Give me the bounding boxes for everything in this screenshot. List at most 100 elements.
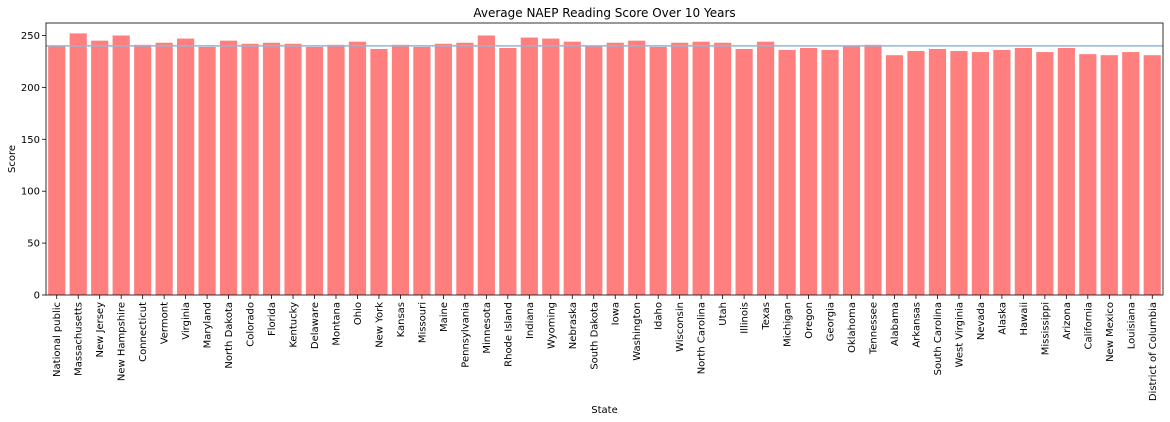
bar — [477, 35, 495, 296]
x-tick-label: District of Columbia — [1148, 302, 1159, 401]
bar — [971, 52, 990, 296]
bar — [305, 46, 324, 295]
x-tick-label: Minnesota — [482, 302, 493, 354]
bar — [327, 44, 345, 295]
x-tick-label: Maine — [439, 302, 450, 332]
x-tick-label: Virginia — [181, 302, 192, 340]
bar — [950, 51, 968, 295]
x-tick-label: Kentucky — [289, 302, 300, 348]
x-tick-label: North Carolina — [697, 302, 708, 374]
bar — [177, 38, 195, 296]
x-tick-label: Wisconsin — [675, 302, 686, 352]
x-tick-label: Oregon — [804, 302, 815, 339]
bar — [48, 45, 66, 296]
y-tick-label: 150 — [21, 135, 40, 146]
bar — [671, 42, 689, 295]
x-tick-label: Washington — [632, 302, 643, 361]
x-tick-label: New Mexico — [1105, 302, 1116, 362]
x-tick-label: West Virginia — [954, 302, 965, 367]
x-tick-label: New Jersey — [95, 302, 106, 358]
bar — [434, 43, 452, 295]
x-tick-label: Oklahoma — [847, 302, 858, 353]
bar — [757, 41, 775, 295]
y-tick-label: 0 — [34, 291, 40, 302]
bar — [1014, 47, 1032, 295]
x-tick-label: Illinois — [740, 302, 751, 334]
x-tick-label: Iowa — [611, 302, 622, 325]
x-tick-label: Maryland — [203, 302, 214, 348]
x-tick-label: Tennessee — [869, 302, 880, 355]
x-tick-label: National public — [52, 302, 63, 377]
bar — [864, 44, 882, 295]
x-tick-label: Arizona — [1062, 302, 1073, 340]
x-tick-label: Utah — [718, 302, 729, 326]
x-tick-label: Arkansas — [911, 302, 922, 348]
bar — [606, 42, 624, 295]
bar — [219, 40, 238, 296]
bar — [821, 49, 839, 295]
x-tick-label: Connecticut — [138, 302, 149, 362]
bar — [1122, 52, 1140, 296]
bar — [778, 49, 796, 295]
bar — [112, 35, 130, 296]
y-axis: 0 50 100 150 200 250 — [21, 31, 46, 302]
y-tick-label: 100 — [21, 187, 40, 198]
bar — [585, 45, 603, 296]
bar — [198, 46, 216, 295]
x-tick-label: Nevada — [976, 302, 987, 340]
bar — [1143, 55, 1161, 296]
bar — [649, 46, 667, 295]
bar — [1100, 55, 1118, 296]
y-axis-label: Score — [7, 145, 18, 173]
x-axis-label: State — [591, 405, 617, 416]
bar — [735, 48, 753, 296]
y-tick-label: 250 — [21, 31, 40, 42]
x-tick-label: New Hampshire — [117, 302, 128, 381]
bar — [1057, 47, 1075, 295]
bar — [563, 41, 581, 295]
bar — [370, 48, 388, 296]
bar — [542, 38, 560, 296]
x-tick-label: Kansas — [396, 302, 407, 337]
x-tick-label: Montana — [331, 302, 342, 346]
x-tick-label: Colorado — [246, 302, 257, 347]
y-tick-label: 50 — [27, 239, 40, 250]
x-tick-label: Wyoming — [546, 302, 557, 349]
x-tick-label: Louisiana — [1126, 302, 1137, 349]
x-tick-label: South Carolina — [933, 302, 944, 375]
bar — [993, 49, 1011, 295]
x-tick-label: Nebraska — [568, 302, 579, 349]
bar — [348, 41, 367, 295]
bar — [1079, 54, 1097, 296]
bar — [907, 51, 925, 295]
x-tick-label: Hawaii — [1019, 302, 1030, 336]
x-tick-label: Georgia — [826, 302, 837, 341]
plot-frame — [45, 22, 1164, 296]
bar — [134, 44, 152, 295]
x-tick-label: Ohio — [353, 302, 364, 325]
x-tick-label: California — [1083, 302, 1094, 350]
bar — [714, 42, 732, 295]
x-tick-label: Alaska — [997, 302, 1008, 335]
bar — [842, 45, 861, 296]
bar — [628, 40, 646, 296]
bar — [885, 55, 904, 296]
y-tick-label: 200 — [21, 83, 40, 94]
bars-group — [48, 33, 1161, 296]
x-tick-label: Indiana — [525, 302, 536, 339]
bar — [520, 37, 538, 295]
bar — [91, 40, 109, 296]
bar — [241, 43, 259, 295]
x-tick-label: North Dakota — [224, 302, 235, 369]
x-tick-label: Mississippi — [1040, 302, 1051, 355]
bar — [499, 47, 517, 295]
bar — [1036, 52, 1054, 296]
x-tick-label: New York — [374, 302, 385, 348]
x-tick-label: Rhode Island — [503, 302, 514, 367]
x-axis: National public Massachusetts New Jersey Ne… — [52, 295, 1159, 401]
x-tick-label: Vermont — [160, 302, 171, 344]
bar — [69, 33, 87, 295]
x-tick-label: Pennsylvania — [460, 302, 471, 368]
